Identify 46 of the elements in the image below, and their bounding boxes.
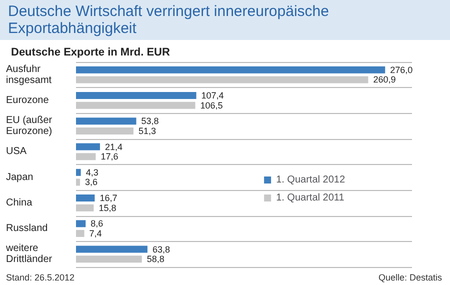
y-tick-label: Japan [6, 172, 34, 183]
legend-label: 1. Quartal 2011 [276, 192, 345, 204]
bar [76, 127, 134, 134]
y-tick-label: weitere Drittländer [5, 243, 53, 266]
legend-label: 1. Quartal 2012 [276, 174, 346, 186]
bar [76, 168, 81, 176]
bar [76, 92, 196, 100]
y-tick-label: Ausfuhr insgesamt [6, 64, 52, 86]
data-label: 276,0 [390, 64, 413, 75]
source-note: Quelle: Destatis [378, 272, 442, 282]
data-label: 21,4 [104, 142, 122, 152]
bar [76, 102, 196, 109]
bar [76, 246, 148, 253]
data-label: 53,8 [141, 116, 159, 126]
bar [76, 204, 94, 212]
bar [76, 230, 84, 237]
data-label: 16,7 [100, 193, 118, 204]
chart-title: Deutsche Wirtschaft verringert innereuropäische Exportabhängigkeit [0, 0, 450, 40]
data-label: 58,8 [146, 254, 164, 264]
y-tick-label: China [6, 197, 33, 208]
data-label: 15,8 [98, 202, 116, 213]
chart-subtitle: Deutsche Exporte in Mrd. EUR [11, 46, 170, 58]
data-label: 17,6 [100, 152, 118, 162]
bar [76, 76, 368, 84]
data-label: 260,9 [373, 74, 396, 85]
bar [76, 194, 95, 202]
text: Stand: 26.5.2012 [6, 272, 75, 282]
data-label: 106,5 [200, 100, 223, 110]
data-label: 8,6 [90, 218, 104, 229]
data-label: 4,3 [86, 167, 98, 178]
data-label: 7,4 [89, 228, 102, 238]
bar [76, 118, 136, 125]
y-tick-label: USA [6, 146, 27, 158]
data-label: 51,3 [138, 126, 156, 136]
bar [76, 143, 100, 150]
bar [76, 256, 142, 263]
data-label: 3,6 [85, 177, 98, 188]
bar [76, 220, 86, 228]
y-tick-label: Eurozone [6, 94, 50, 106]
bar [76, 66, 386, 74]
bar [76, 178, 80, 186]
data-label: 107,4 [201, 90, 224, 101]
bar [76, 153, 96, 160]
data-label: 63,8 [152, 244, 170, 254]
y-tick-label: EU (außer Eurozone) [6, 115, 55, 138]
y-tick-label: Russland [6, 223, 48, 234]
